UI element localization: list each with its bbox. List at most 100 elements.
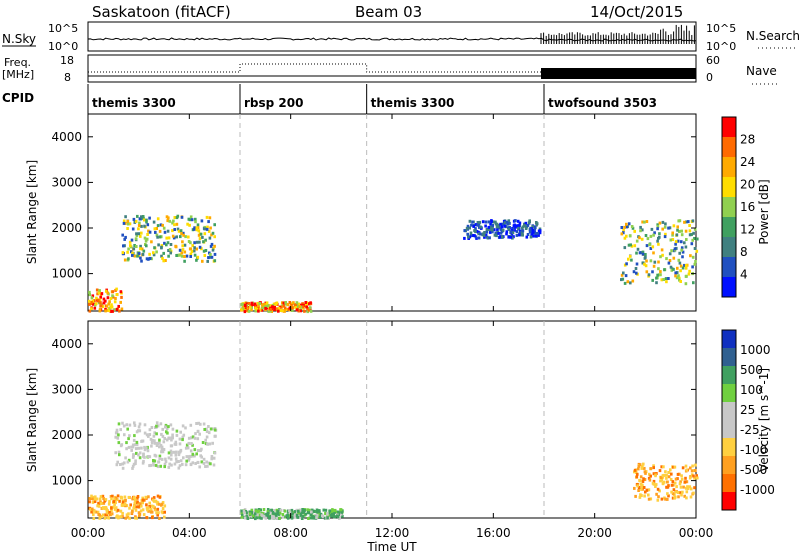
power-echoes	[88, 214, 699, 314]
echo-cell	[99, 304, 103, 308]
echo-cell	[152, 499, 156, 503]
echo-cell	[340, 510, 343, 514]
echo-cell	[205, 435, 209, 439]
echo-cell	[654, 485, 657, 488]
echo-cell	[665, 280, 668, 284]
echo-cell	[515, 224, 518, 228]
echo-cell	[196, 430, 200, 433]
echo-cell	[622, 231, 625, 235]
echo-cell	[265, 303, 268, 307]
echo-cell	[213, 252, 217, 256]
echo-cell	[678, 251, 681, 255]
echo-cell	[314, 513, 317, 517]
echo-cell	[115, 287, 118, 291]
echo-cell	[132, 506, 135, 510]
echo-cell	[255, 516, 258, 520]
power-yticks: 4000 3000 2000 1000	[51, 130, 696, 281]
echo-cell	[681, 255, 684, 259]
cpid-segment-label: twofsound 3503	[548, 96, 657, 110]
echo-cell	[170, 436, 173, 440]
echo-cell	[154, 499, 157, 503]
echo-cell	[213, 451, 217, 455]
colorbar-swatch	[722, 420, 736, 439]
echo-cell	[158, 445, 161, 449]
echo-cell	[281, 309, 284, 313]
echo-cell	[190, 436, 193, 440]
echo-cell	[692, 469, 696, 473]
echo-cell	[137, 453, 140, 457]
echo-cell	[691, 265, 694, 269]
echo-cell	[128, 516, 131, 520]
echo-cell	[633, 468, 637, 472]
echo-cell	[104, 498, 108, 502]
cpid-segment-label: themis 3300	[371, 96, 455, 110]
echo-cell	[101, 513, 105, 517]
echo-cell	[167, 436, 170, 440]
echo-cell	[116, 460, 119, 464]
echo-cell	[644, 255, 647, 259]
echo-cell	[679, 264, 683, 268]
y-tick-label: 1000	[51, 474, 82, 488]
echo-cell	[91, 495, 95, 499]
echo-cell	[107, 302, 110, 306]
echo-cell	[183, 250, 187, 254]
echo-cell	[258, 308, 262, 312]
echo-cell	[160, 457, 164, 461]
echo-cell	[152, 504, 155, 508]
echo-cell	[161, 507, 165, 510]
echo-cell	[667, 484, 670, 488]
echo-cell	[127, 437, 130, 441]
echo-cell	[254, 509, 258, 513]
echo-cell	[148, 428, 152, 432]
echo-cell	[149, 507, 153, 511]
echo-cell	[163, 504, 167, 508]
echo-cell	[180, 232, 183, 236]
echo-cell	[688, 485, 692, 489]
echo-cell	[321, 514, 324, 518]
echo-cell	[315, 516, 318, 520]
echo-cell	[98, 309, 102, 313]
echo-cell	[255, 511, 259, 515]
echo-cell	[158, 517, 161, 520]
cpid-segment-label: themis 3300	[92, 96, 176, 110]
echo-cell	[297, 309, 301, 313]
echo-cell	[126, 219, 129, 223]
echo-cell	[514, 225, 517, 229]
echo-cell	[163, 437, 166, 440]
echo-cell	[134, 447, 138, 451]
echo-cell	[505, 220, 509, 224]
echo-cell	[189, 252, 193, 256]
echo-cell	[680, 474, 683, 478]
echo-cell	[661, 474, 665, 478]
echo-cell	[170, 453, 173, 457]
echo-cell	[274, 514, 277, 518]
echo-cell	[105, 513, 109, 517]
y-tick-label: 4000	[51, 130, 82, 144]
cpid-label: CPID	[2, 91, 34, 105]
echo-cell	[200, 460, 204, 464]
echo-cell	[166, 229, 170, 233]
echo-cell	[309, 309, 313, 313]
echo-cell	[676, 266, 679, 270]
echo-cell	[130, 238, 134, 242]
echo-cell	[270, 514, 273, 518]
echo-cell	[175, 254, 178, 257]
echo-cell	[255, 307, 259, 311]
echo-cell	[475, 236, 478, 240]
echo-cell	[161, 256, 164, 260]
echo-cell	[148, 433, 152, 436]
echo-cell	[184, 426, 187, 430]
echo-cell	[274, 512, 277, 516]
echo-cell	[103, 506, 107, 510]
echo-cell	[309, 513, 313, 516]
echo-cell	[145, 244, 148, 248]
echo-cell	[671, 496, 675, 500]
echo-cell	[671, 233, 674, 237]
echo-cell	[256, 304, 260, 308]
echo-cell	[90, 296, 94, 300]
beam-title: Beam 03	[355, 3, 422, 21]
echo-cell	[209, 253, 212, 256]
echo-cell	[191, 244, 194, 248]
echo-cell	[140, 224, 143, 228]
echo-cell	[258, 302, 261, 305]
